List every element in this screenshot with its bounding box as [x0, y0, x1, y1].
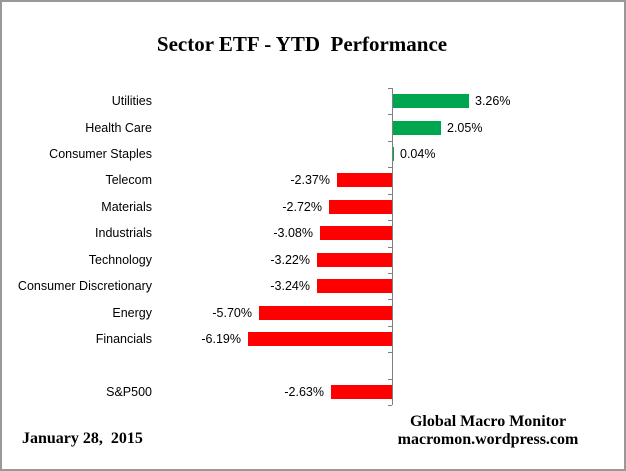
- axis-tick-mark: [388, 194, 392, 195]
- value-label: 3.26%: [475, 94, 511, 108]
- category-label: S&P500: [106, 385, 152, 399]
- axis-tick-mark: [388, 141, 392, 142]
- axis-tick-mark: [388, 352, 392, 353]
- axis-tick-mark: [388, 220, 392, 221]
- footer-date: January 28, 2015: [22, 430, 143, 447]
- axis-tick-mark: [388, 326, 392, 327]
- bar-negative: [317, 253, 392, 267]
- category-label: Financials: [95, 332, 152, 346]
- value-label: -2.63%: [284, 385, 324, 399]
- bar-positive: [393, 94, 469, 108]
- category-label: Telecom: [105, 173, 152, 187]
- axis-tick-mark: [388, 247, 392, 248]
- bar-negative: [337, 173, 392, 187]
- axis-tick-mark: [388, 88, 392, 89]
- value-label: -3.24%: [270, 279, 310, 293]
- axis-tick-mark: [388, 167, 392, 168]
- value-label: 0.04%: [400, 147, 436, 161]
- bar-negative: [317, 279, 392, 293]
- bar-negative: [248, 332, 392, 346]
- bar-negative: [259, 306, 392, 320]
- axis-tick-mark: [388, 379, 392, 380]
- credit-url: macromon.wordpress.com: [397, 431, 579, 448]
- value-label: -2.72%: [282, 200, 322, 214]
- category-label: Energy: [112, 306, 152, 320]
- value-label: -2.37%: [290, 173, 330, 187]
- axis-tick-mark: [388, 405, 392, 406]
- bar-positive: [393, 121, 441, 135]
- value-label: -3.22%: [270, 253, 310, 267]
- category-label: Utilities: [111, 94, 152, 108]
- bar-negative: [329, 200, 392, 214]
- credit-name: Global Macro Monitor: [409, 413, 567, 430]
- category-label: Industrials: [95, 226, 152, 240]
- chart-title: Sector ETF - YTD Performance: [156, 32, 448, 56]
- y-axis-line: [392, 88, 393, 405]
- category-label: Materials: [101, 200, 152, 214]
- category-label: Consumer Discretionary: [17, 279, 152, 293]
- bar-positive: [393, 147, 394, 161]
- value-label: -6.19%: [201, 332, 241, 346]
- axis-tick-mark: [388, 299, 392, 300]
- category-label: Technology: [88, 253, 152, 267]
- value-label: -5.70%: [212, 306, 252, 320]
- bar-negative: [320, 226, 392, 240]
- axis-tick-mark: [388, 273, 392, 274]
- bar-negative: [331, 385, 392, 399]
- footer-credit: Global Macro Monitor macromon.wordpress.…: [365, 413, 611, 449]
- category-label: Consumer Staples: [49, 147, 152, 161]
- value-label: 2.05%: [447, 121, 483, 135]
- axis-tick-mark: [388, 114, 392, 115]
- value-label: -3.08%: [273, 226, 313, 240]
- category-label: Health Care: [85, 121, 152, 135]
